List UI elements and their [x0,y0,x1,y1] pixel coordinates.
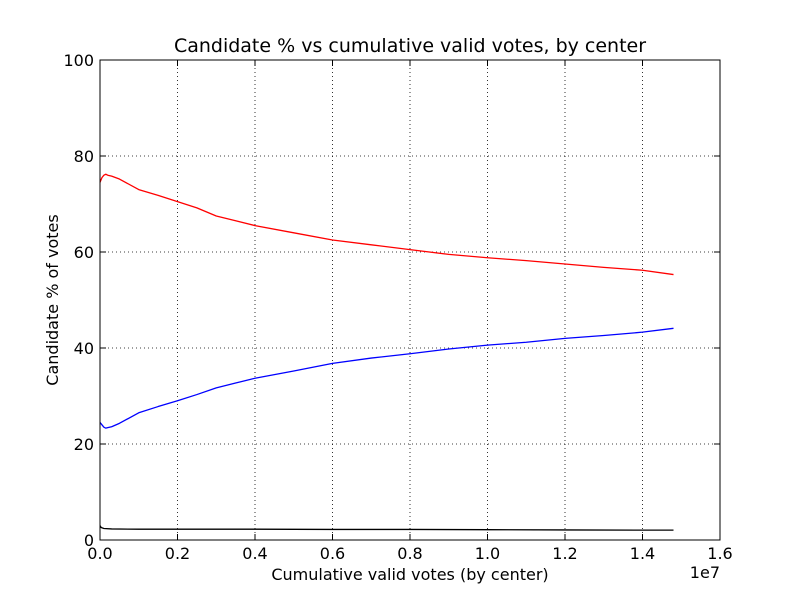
x-tick-label: 1.2 [552,544,577,563]
y-tick-label: 60 [74,243,94,262]
series-line-1 [99,173,674,276]
x-tick-label: 1.0 [475,544,500,563]
axis-ticks: 0.0 0.2 0.4 0.6 0.8 1.0 1.2 1.4 1.6 0 20 40 60 80 100 [63,51,732,563]
x-tick-label: 1.4 [630,544,655,563]
y-axis-label: Candidate % of votes [43,214,62,385]
y-tick-label: 80 [74,147,94,166]
x-tick-label: 0.0 [87,544,112,563]
series-layer [99,173,674,531]
y-tick-label: 0 [84,531,94,550]
series-line-2 [99,327,674,429]
x-tick-label: 0.2 [165,544,190,563]
x-tick-label: 0.6 [320,544,345,563]
x-axis-label: Cumulative valid votes (by center) [271,565,548,584]
y-tick-label: 40 [74,339,94,358]
x-tick-label: 1.6 [707,544,732,563]
x-axis-offset-text: 1e7 [690,563,720,582]
x-tick-label: 0.8 [397,544,422,563]
series-line-3 [99,525,674,531]
y-tick-label: 100 [63,51,94,70]
grid [100,60,720,540]
x-tick-label: 0.4 [242,544,267,563]
y-tick-label: 20 [74,435,94,454]
chart-title: Candidate % vs cumulative valid votes, b… [174,35,646,57]
